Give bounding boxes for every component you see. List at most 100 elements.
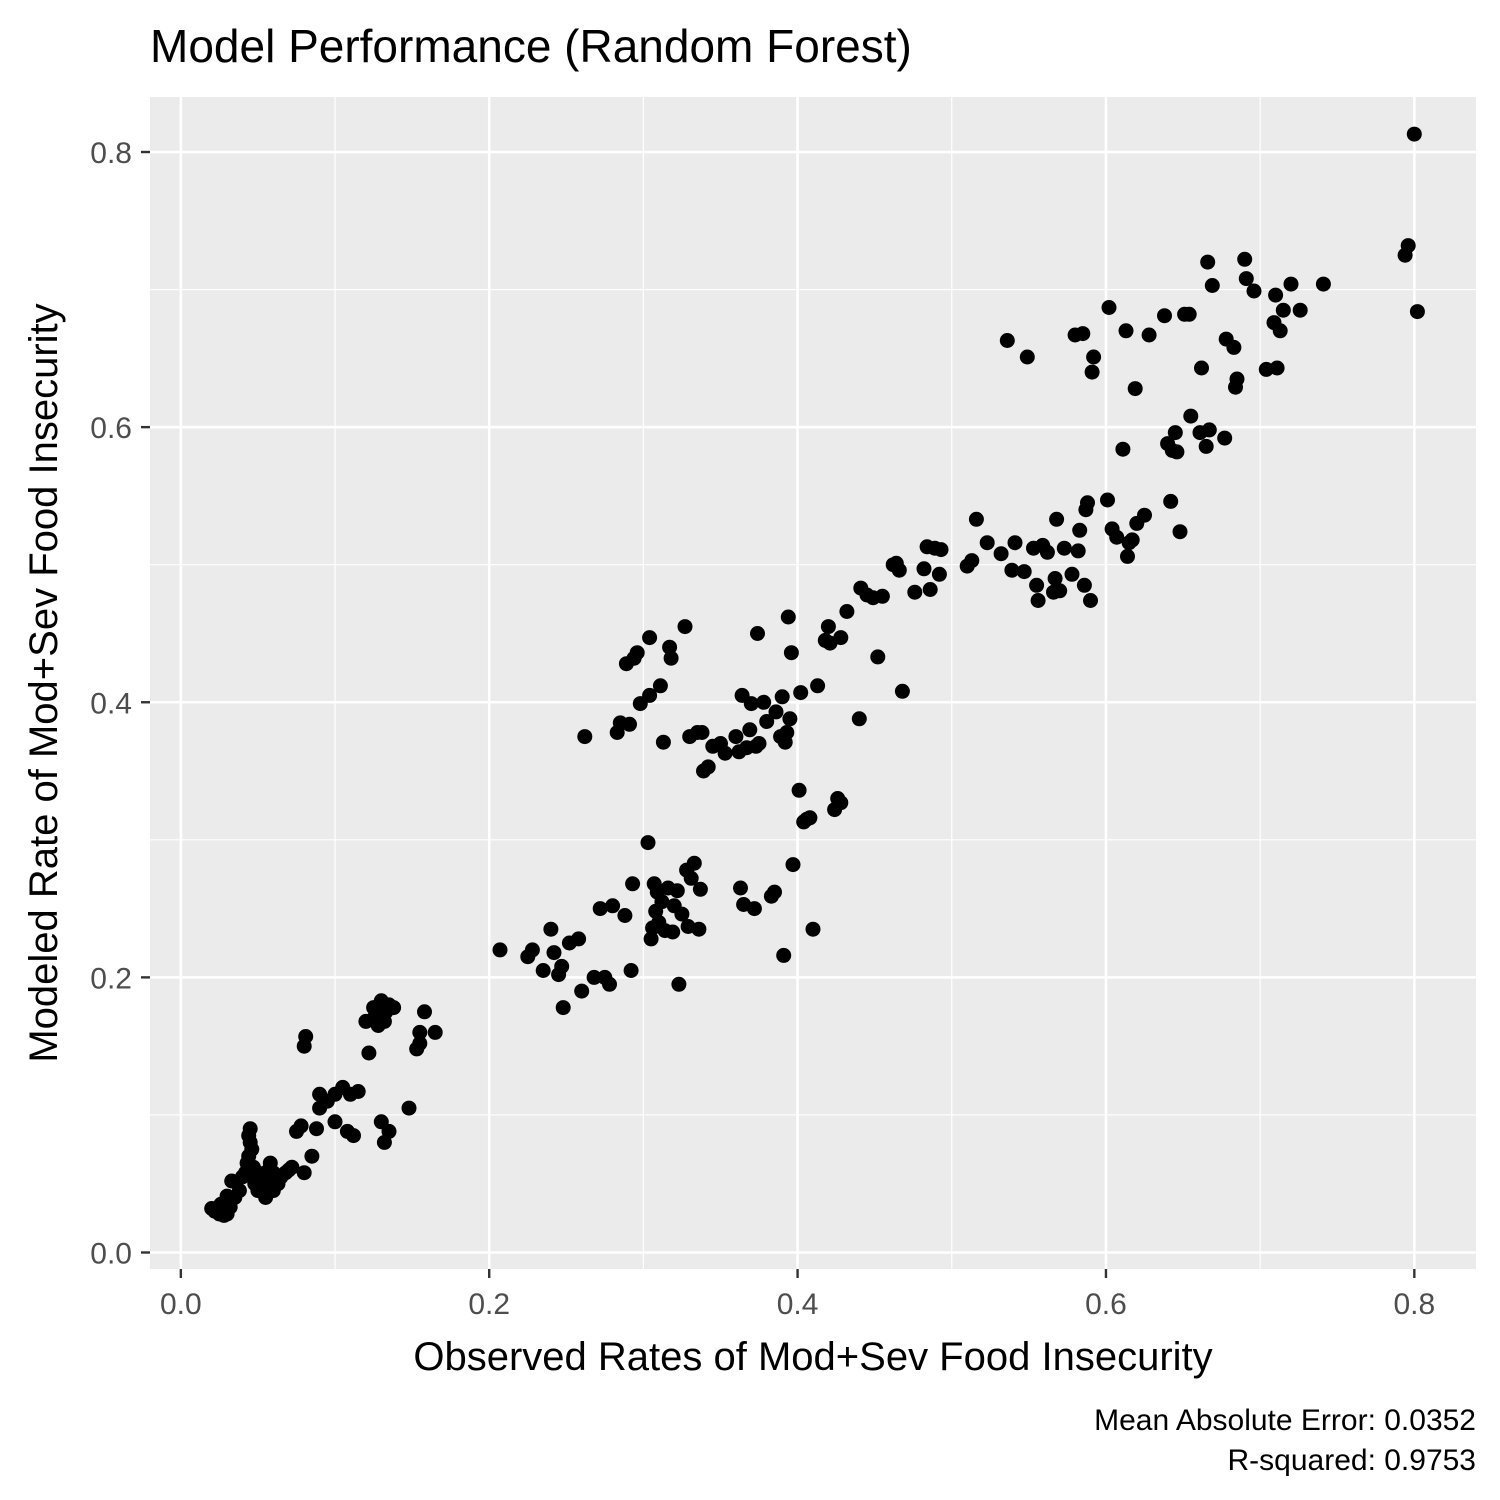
data-point (1157, 308, 1172, 324)
data-point (284, 1159, 300, 1175)
data-point (543, 921, 559, 937)
data-point (674, 906, 690, 922)
data-point (640, 835, 656, 851)
data-point (785, 857, 801, 873)
data-point (851, 711, 867, 727)
data-point (1019, 349, 1035, 365)
grid-lines (150, 97, 1476, 1269)
data-point (1406, 126, 1422, 142)
data-point (642, 630, 658, 646)
data-point (742, 722, 758, 738)
data-point (1283, 276, 1299, 292)
data-point (1076, 577, 1092, 593)
x-tick-label: 0.8 (1393, 1288, 1435, 1321)
x-tick-label: 0.0 (160, 1288, 202, 1321)
y-axis: 0.0 0.2 0.4 0.6 0.8 (90, 137, 150, 1270)
data-point (554, 958, 570, 974)
data-point (756, 694, 772, 710)
data-point (293, 1118, 309, 1134)
data-points (204, 126, 1425, 1223)
data-point (555, 1000, 571, 1016)
data-point (1268, 287, 1284, 303)
data-point (586, 969, 602, 985)
data-point (1292, 302, 1308, 318)
data-point (805, 921, 821, 937)
data-point (839, 604, 855, 619)
data-point (870, 649, 886, 665)
data-point (298, 1029, 314, 1044)
data-point (1039, 544, 1055, 560)
data-point (874, 588, 890, 604)
data-point (1109, 529, 1125, 545)
data-point (625, 876, 641, 892)
data-point (833, 630, 849, 646)
data-point (346, 1128, 361, 1144)
data-point (780, 609, 796, 625)
data-point (629, 645, 645, 661)
data-point (617, 908, 633, 923)
data-point (304, 1148, 320, 1164)
data-point (933, 542, 949, 558)
data-point (686, 855, 702, 871)
data-point (700, 759, 716, 775)
data-point (663, 650, 679, 666)
data-point (671, 976, 687, 992)
data-point (571, 931, 587, 947)
data-point (1229, 371, 1245, 387)
data-point (1169, 444, 1185, 460)
data-point (728, 729, 744, 745)
data-point (1315, 276, 1331, 292)
data-point (652, 678, 668, 694)
data-point (1127, 381, 1143, 397)
data-point (774, 689, 790, 705)
data-point (779, 725, 795, 740)
data-point (242, 1121, 258, 1137)
data-point (768, 704, 784, 720)
data-point (381, 1123, 397, 1139)
data-point (605, 898, 621, 914)
x-tick-label: 0.4 (777, 1288, 819, 1321)
data-point (767, 884, 782, 900)
data-point (412, 1035, 428, 1051)
data-point (691, 921, 707, 937)
data-point (1237, 251, 1253, 267)
data-point (1269, 360, 1285, 376)
data-point (999, 333, 1015, 348)
data-point (592, 901, 608, 917)
data-point (361, 1045, 377, 1061)
data-point (642, 687, 658, 703)
data-point (810, 678, 826, 694)
data-point (1204, 278, 1220, 293)
data-point (623, 963, 639, 978)
data-point (1075, 326, 1091, 342)
data-point (1275, 302, 1291, 318)
data-point (546, 945, 562, 961)
data-point (350, 1084, 366, 1099)
data-point (574, 983, 590, 999)
data-point (1141, 327, 1157, 343)
data-point (665, 924, 681, 940)
data-point (577, 729, 593, 745)
data-point (694, 725, 710, 740)
data-point (1272, 323, 1288, 339)
mae-caption: Mean Absolute Error: 0.0352 (1094, 1404, 1476, 1437)
data-point (1217, 430, 1233, 446)
data-point (683, 870, 699, 886)
data-point (1409, 304, 1425, 320)
y-tick-label: 0.8 (90, 137, 132, 170)
data-point (1029, 577, 1045, 593)
data-point (412, 1024, 428, 1040)
data-point (746, 901, 762, 917)
data-point (309, 1121, 324, 1137)
data-point (1004, 562, 1020, 578)
x-tick-label: 0.2 (468, 1288, 510, 1321)
data-point (1194, 360, 1209, 376)
data-point (662, 639, 678, 655)
data-point (417, 1004, 432, 1020)
data-point (750, 626, 765, 641)
data-point (1100, 492, 1115, 508)
data-point (1030, 593, 1046, 608)
data-point (802, 810, 818, 826)
data-point (751, 736, 767, 751)
chart-title: Model Performance (Random Forest) (150, 20, 912, 72)
